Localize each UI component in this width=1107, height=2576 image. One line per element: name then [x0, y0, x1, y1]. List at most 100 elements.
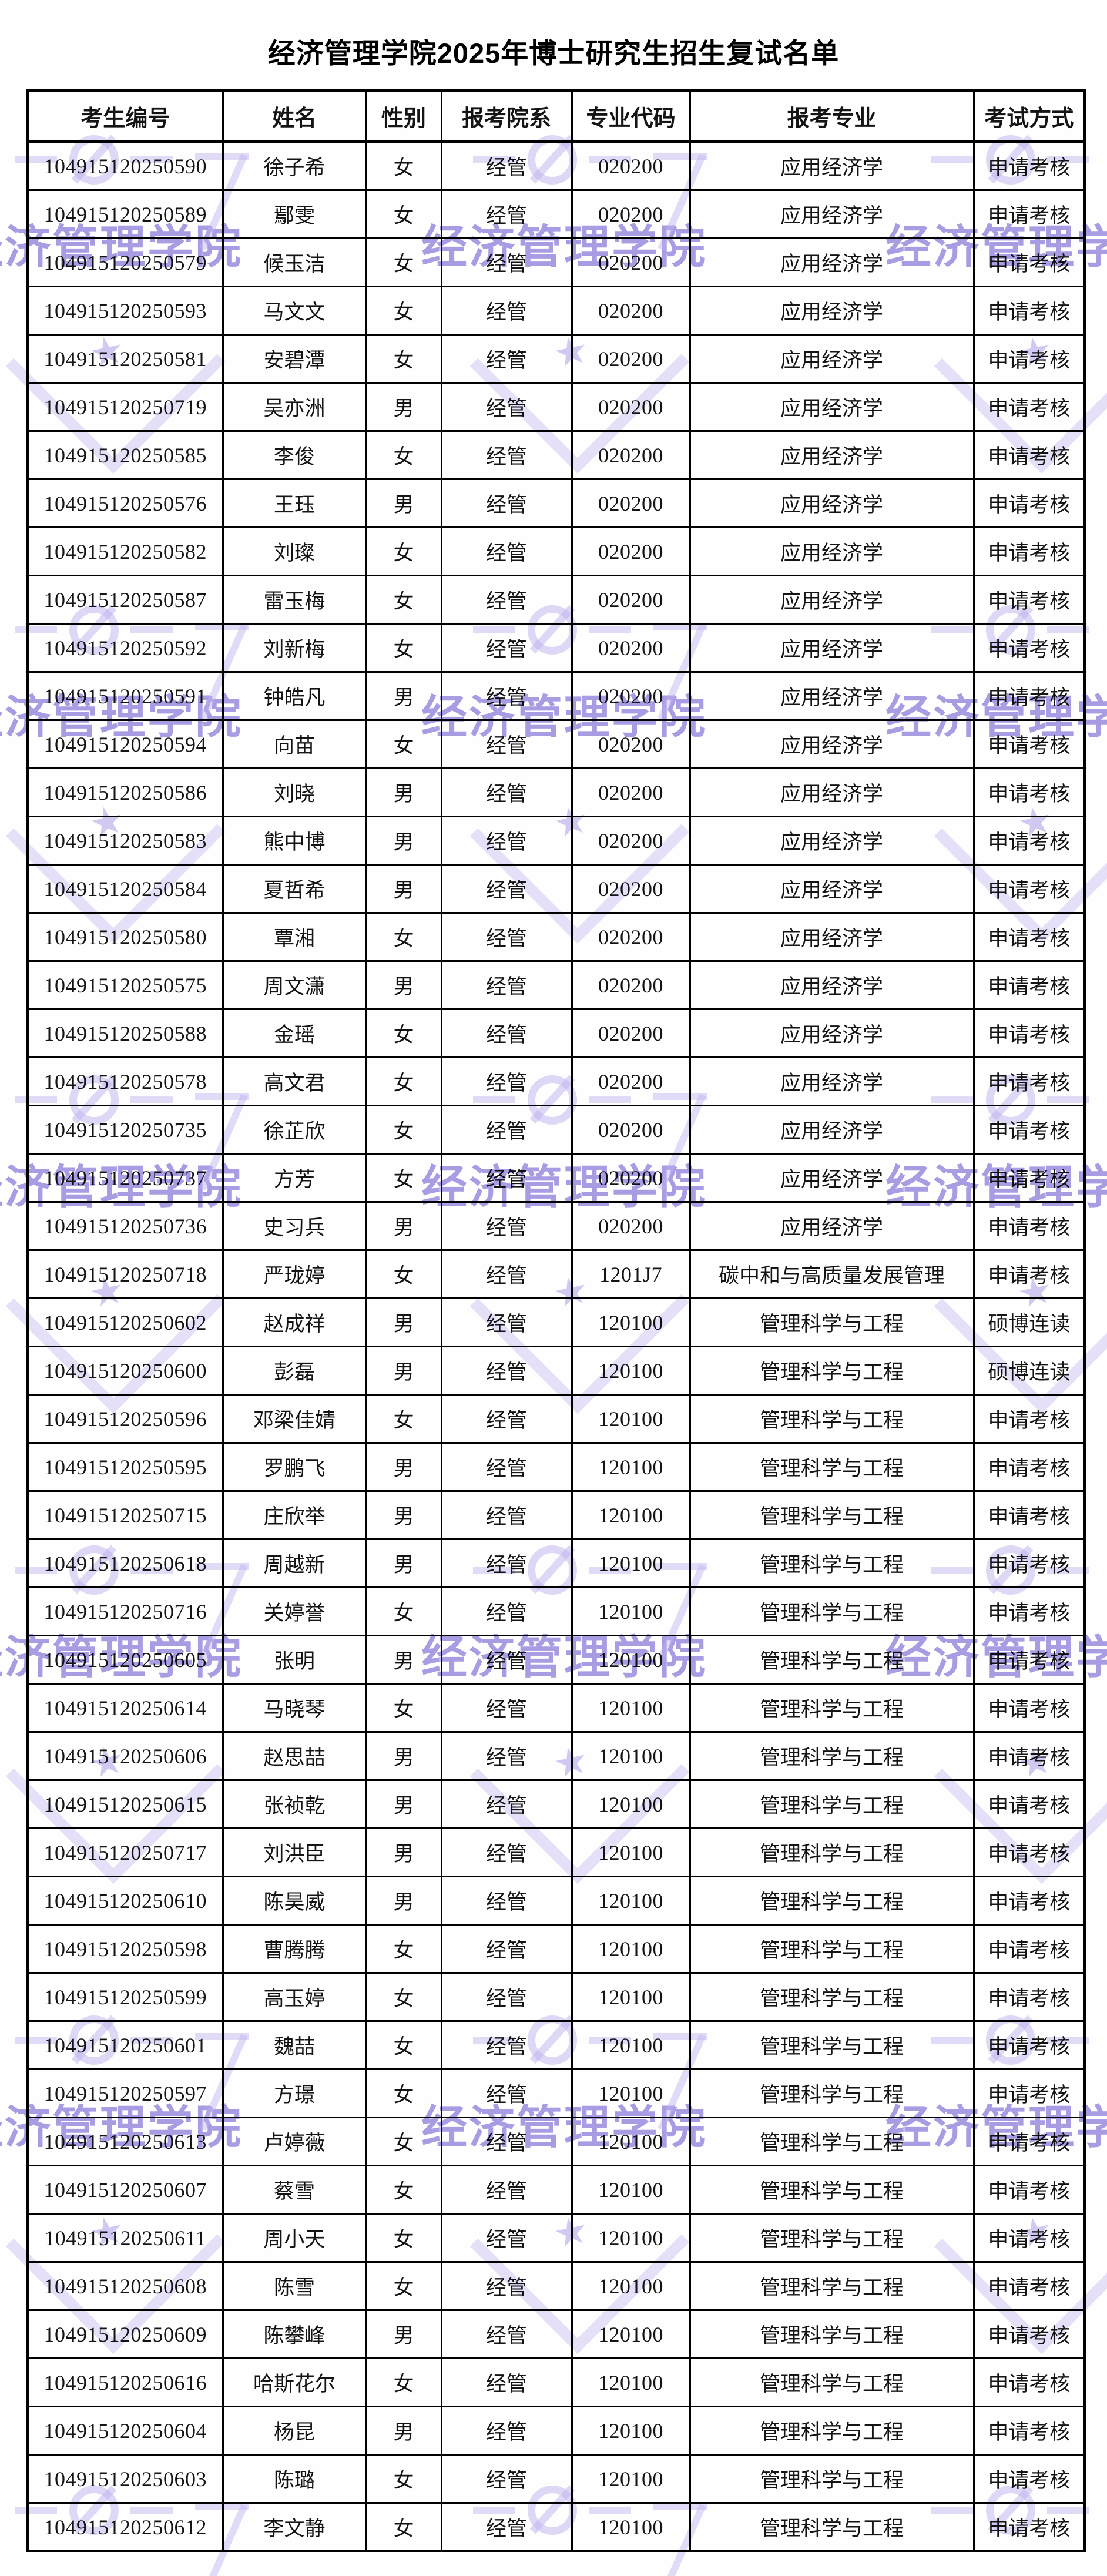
- cell-code: 020200: [571, 575, 691, 625]
- cell-dept: 经管: [440, 1490, 573, 1540]
- table-row: 104915120250718 严珑婷女经管 1201J7 碳中和与高质量发展管理 申请…: [26, 1249, 1086, 1299]
- table-row: 104915120250735 徐芷欣女经管 020200 应用经济学 申请考核: [26, 1105, 1086, 1155]
- cell-id: 104915120250616: [26, 2357, 224, 2407]
- table-row: 104915120250582 刘璨女经管 020200 应用经济学 申请考核: [26, 526, 1086, 576]
- cell-major: 管理科学与工程: [689, 1394, 975, 1444]
- cell-id: 104915120250583: [26, 816, 224, 866]
- cell-gender: 男: [365, 1201, 442, 1251]
- cell-dept: 经管: [440, 1683, 573, 1733]
- cell-id: 104915120250578: [26, 1056, 224, 1106]
- table-row: 104915120250594 向苗女经管 020200 应用经济学 申请考核: [26, 719, 1086, 769]
- cell-method: 申请考核: [972, 286, 1086, 336]
- cell-gender: 女: [365, 2068, 442, 2118]
- cell-gender: 男: [365, 1346, 442, 1396]
- cell-method: 硕博连读: [972, 1297, 1086, 1347]
- column-header-major: 报考专业: [689, 89, 975, 143]
- cell-gender: 男: [365, 671, 442, 721]
- cell-major: 管理科学与工程: [689, 1635, 975, 1685]
- cell-id: 104915120250608: [26, 2261, 224, 2311]
- cell-gender: 男: [365, 816, 442, 866]
- cell-gender: 女: [365, 237, 442, 287]
- cell-code: 120100: [571, 2213, 691, 2263]
- cell-id: 104915120250609: [26, 2309, 224, 2359]
- cell-name: 徐芷欣: [222, 1105, 367, 1155]
- cell-gender: 女: [365, 1153, 442, 1203]
- cell-method: 申请考核: [972, 478, 1086, 528]
- cell-id: 104915120250614: [26, 1683, 224, 1733]
- cell-method: 申请考核: [972, 2117, 1086, 2166]
- cell-code: 120100: [571, 2502, 691, 2552]
- cell-code: 120100: [571, 1346, 691, 1396]
- cell-major: 管理科学与工程: [689, 2406, 975, 2456]
- cell-major: 管理科学与工程: [689, 2068, 975, 2118]
- table-row: 104915120250598 曹腾腾女经管 120100 管理科学与工程 申请考核: [26, 1924, 1086, 1974]
- cell-id: 104915120250603: [26, 2454, 224, 2504]
- cell-method: 申请考核: [972, 1635, 1086, 1685]
- cell-method: 申请考核: [972, 140, 1086, 191]
- cell-method: 申请考核: [972, 2213, 1086, 2263]
- cell-name: 鄢雯: [222, 189, 367, 239]
- cell-id: 104915120250593: [26, 286, 224, 336]
- cell-name: 哈斯花尔: [222, 2357, 367, 2407]
- cell-dept: 经管: [440, 1442, 573, 1492]
- table-row: 104915120250609 陈攀峰男经管 120100 管理科学与工程 申请考核: [26, 2309, 1086, 2359]
- cell-id: 104915120250584: [26, 864, 224, 914]
- cell-id: 104915120250580: [26, 912, 224, 962]
- cell-id: 104915120250736: [26, 1201, 224, 1251]
- cell-method: 申请考核: [972, 623, 1086, 673]
- cell-method: 硕博连读: [972, 1346, 1086, 1396]
- cell-major: 管理科学与工程: [689, 1731, 975, 1781]
- cell-major: 管理科学与工程: [689, 2454, 975, 2504]
- cell-name: 熊中博: [222, 816, 367, 866]
- cell-id: 104915120250594: [26, 719, 224, 769]
- table-row: 104915120250585 李俊女经管 020200 应用经济学 申请考核: [26, 430, 1086, 480]
- cell-major: 应用经济学: [689, 623, 975, 673]
- cell-method: 申请考核: [972, 1442, 1086, 1492]
- table-row: 104915120250584 夏哲希男经管 020200 应用经济学 申请考核: [26, 864, 1086, 914]
- cell-id: 104915120250716: [26, 1586, 224, 1636]
- cell-method: 申请考核: [972, 1779, 1086, 1829]
- cell-id: 104915120250581: [26, 334, 224, 384]
- table-body: 104915120250590 徐子希女经管 020200 应用经济学 申请考核 1049…: [26, 140, 1086, 2552]
- table-row: 104915120250601 魏喆女经管 120100 管理科学与工程 申请考核: [26, 2020, 1086, 2070]
- cell-method: 申请考核: [972, 1827, 1086, 1877]
- table-row: 104915120250593 马文文女经管 020200 应用经济学 申请考核: [26, 286, 1086, 336]
- cell-gender: 女: [365, 286, 442, 336]
- cell-major: 应用经济学: [689, 189, 975, 239]
- cell-dept: 经管: [440, 2502, 573, 2552]
- table-row: 104915120250587 雷玉梅女经管 020200 应用经济学 申请考核: [26, 575, 1086, 625]
- cell-major: 应用经济学: [689, 816, 975, 866]
- cell-gender: 女: [365, 1924, 442, 1974]
- cell-gender: 女: [365, 575, 442, 625]
- table-row: 104915120250717 刘洪臣男经管 120100 管理科学与工程 申请考核: [26, 1827, 1086, 1877]
- cell-method: 申请考核: [972, 1105, 1086, 1155]
- cell-gender: 男: [365, 767, 442, 817]
- cell-code: 020200: [571, 960, 691, 1010]
- cell-name: 陈璐: [222, 2454, 367, 2504]
- column-header-code: 专业代码: [571, 89, 691, 143]
- cell-dept: 经管: [440, 1635, 573, 1685]
- cell-major: 应用经济学: [689, 382, 975, 432]
- cell-code: 120100: [571, 1586, 691, 1636]
- cell-method: 申请考核: [972, 1490, 1086, 1540]
- cell-id: 104915120250719: [26, 382, 224, 432]
- cell-dept: 经管: [440, 2309, 573, 2359]
- cell-code: 020200: [571, 334, 691, 384]
- cell-name: 向苗: [222, 719, 367, 769]
- cell-code: 020200: [571, 864, 691, 914]
- cell-major: 应用经济学: [689, 767, 975, 817]
- table-row: 104915120250606 赵思喆男经管 120100 管理科学与工程 申请考核: [26, 1731, 1086, 1781]
- cell-id: 104915120250612: [26, 2502, 224, 2552]
- table-row: 104915120250589 鄢雯女经管 020200 应用经济学 申请考核: [26, 189, 1086, 239]
- cell-method: 申请考核: [972, 864, 1086, 914]
- table-row: 104915120250610 陈昊威男经管 120100 管理科学与工程 申请考核: [26, 1876, 1086, 1926]
- cell-code: 020200: [571, 1105, 691, 1155]
- cell-name: 蔡雪: [222, 2165, 367, 2215]
- table-row: 104915120250596 邓梁佳婧女经管 120100 管理科学与工程 申请考核: [26, 1394, 1086, 1444]
- cell-gender: 女: [365, 2261, 442, 2311]
- cell-id: 104915120250737: [26, 1153, 224, 1203]
- column-header-method: 考试方式: [972, 89, 1086, 143]
- cell-name: 李文静: [222, 2502, 367, 2552]
- cell-dept: 经管: [440, 671, 573, 721]
- cell-id: 104915120250589: [26, 189, 224, 239]
